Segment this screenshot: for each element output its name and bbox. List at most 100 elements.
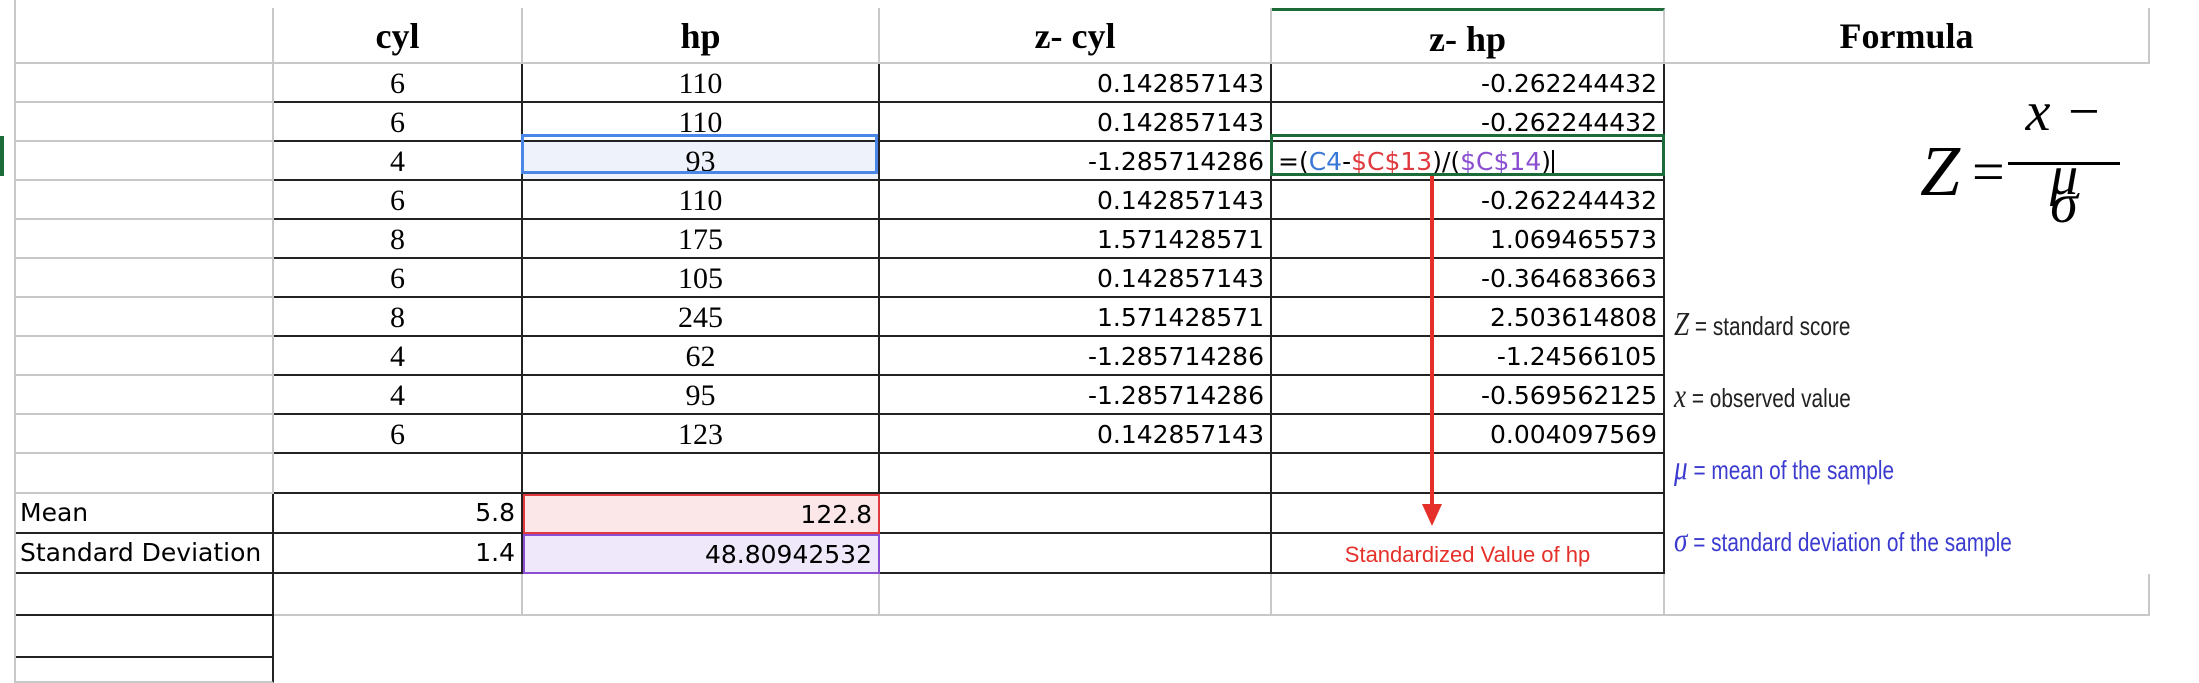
cell-hp[interactable]: 123 [523, 415, 880, 454]
legend-text: = observed value [1691, 383, 1851, 413]
cell-cyl[interactable]: 6 [274, 415, 523, 454]
header-z-cyl[interactable]: z- cyl [880, 8, 1272, 64]
formula-part-close: ) [1541, 147, 1551, 176]
blank-cell[interactable] [14, 454, 274, 494]
cell-cyl[interactable]: 6 [274, 259, 523, 298]
cell-z-cyl[interactable]: 0.142857143 [880, 259, 1272, 298]
cell-z-cyl[interactable]: 1.571428571 [880, 220, 1272, 259]
x-symbol: x [1674, 378, 1687, 415]
cell-cyl[interactable]: 6 [274, 64, 523, 103]
cell-z-hp[interactable]: -0.262244432 [1272, 103, 1665, 142]
cell-cyl[interactable]: 4 [274, 142, 523, 181]
cell-cyl[interactable]: 6 [274, 103, 523, 142]
active-cell-border [1270, 134, 1665, 176]
hp-referenced-cell-border [521, 134, 878, 174]
row-label-cell[interactable] [14, 103, 274, 142]
header-z-hp[interactable]: z- hp [1272, 8, 1665, 64]
blank-cell[interactable] [523, 574, 880, 616]
blank-cell[interactable] [880, 574, 1272, 616]
row-label-cell[interactable] [14, 64, 274, 103]
header-formula[interactable]: Formula [1665, 8, 2150, 64]
formula-equals: = [1972, 139, 2005, 204]
row-label-cell[interactable] [14, 376, 274, 415]
cell-hp[interactable]: 95 [523, 376, 880, 415]
mean-label[interactable]: Mean [14, 494, 274, 534]
row-label-cell[interactable] [14, 220, 274, 259]
cell-cyl[interactable]: 8 [274, 220, 523, 259]
cell-z-cyl[interactable]: 0.142857143 [880, 103, 1272, 142]
cell-hp[interactable]: 110 [523, 64, 880, 103]
cell-cyl[interactable]: 8 [274, 298, 523, 337]
header-hp[interactable]: hp [523, 8, 880, 64]
legend-item-z: Z = standard score [1674, 306, 1850, 344]
formula-part-eq: =( [1278, 147, 1309, 176]
z-symbol: Z [1674, 306, 1690, 343]
cell-hp[interactable]: 93 [523, 142, 880, 181]
blank-cell[interactable] [14, 616, 274, 658]
cell-z-hp[interactable]: 2.503614808 [1272, 298, 1665, 337]
annotation-text: Standardized Value of hp [1344, 542, 1591, 567]
std-cyl[interactable]: 1.4 [274, 534, 523, 574]
blank-cell[interactable] [1272, 574, 1665, 616]
formula-part-minus: - [1342, 147, 1352, 176]
cell-hp[interactable]: 110 [523, 103, 880, 142]
cell-hp[interactable]: 245 [523, 298, 880, 337]
std-hp-referenced-cell[interactable]: 48.80942532 [523, 534, 880, 574]
legend-text: = mean of the sample [1693, 455, 1895, 485]
cell-cyl[interactable]: 4 [274, 376, 523, 415]
cell-cyl[interactable]: 6 [274, 181, 523, 220]
row-label-cell[interactable] [14, 142, 274, 181]
cell-z-hp[interactable]: -1.24566105 [1272, 337, 1665, 376]
std-label[interactable]: Standard Deviation [14, 534, 274, 574]
cell-z-hp[interactable]: -0.364683663 [1272, 259, 1665, 298]
row-label-cell[interactable] [14, 181, 274, 220]
row-label-cell[interactable] [14, 259, 274, 298]
annotation-cell[interactable]: Standardized Value of hp [1272, 534, 1665, 574]
mean-cyl[interactable]: 5.8 [274, 494, 523, 534]
header-cyl[interactable]: cyl [274, 8, 523, 64]
mean-hp-referenced-cell[interactable]: 122.8 [523, 494, 880, 534]
cell-hp[interactable]: 62 [523, 337, 880, 376]
cell-z-hp[interactable]: -0.262244432 [1272, 181, 1665, 220]
cell-z-cyl[interactable]: -1.285714286 [880, 337, 1272, 376]
cell-z-cyl[interactable]: -1.285714286 [880, 142, 1272, 181]
z-score-formula-image: Z = x − μ σ [1920, 80, 2120, 240]
cell-cyl[interactable]: 4 [274, 337, 523, 376]
blank-cell[interactable] [274, 454, 523, 494]
cell-z-hp[interactable]: -0.262244432 [1272, 64, 1665, 103]
blank-cell[interactable] [523, 454, 880, 494]
header-cell-a[interactable] [14, 8, 274, 64]
fraction-bar [2008, 162, 2120, 165]
legend-item-mu: μ = mean of the sample [1674, 450, 1894, 488]
formula-part-ref3: $C$14 [1460, 147, 1542, 176]
cell-z-hp[interactable]: 0.004097569 [1272, 415, 1665, 454]
cell-z-hp[interactable]: 1.069465573 [1272, 220, 1665, 259]
blank-cell[interactable] [880, 494, 1272, 534]
cell-z-cyl[interactable]: 0.142857143 [880, 415, 1272, 454]
cell-hp[interactable]: 175 [523, 220, 880, 259]
row-label-cell[interactable] [14, 415, 274, 454]
cell-z-cyl[interactable]: -1.285714286 [880, 376, 1272, 415]
row-label-cell[interactable] [14, 337, 274, 376]
blank-cell[interactable] [1272, 494, 1665, 534]
blank-cell[interactable] [880, 534, 1272, 574]
formula-part-ref2: $C$13 [1351, 147, 1433, 176]
blank-cell[interactable] [1665, 574, 2150, 616]
blank-cell[interactable] [274, 574, 523, 616]
formula-part-mid: )/( [1432, 147, 1461, 176]
cell-z-cyl[interactable]: 1.571428571 [880, 298, 1272, 337]
blank-cell[interactable] [14, 574, 274, 616]
blank-cell[interactable] [1272, 454, 1665, 494]
row-header-strip[interactable] [0, 0, 16, 683]
row-label-cell[interactable] [14, 298, 274, 337]
blank-cell[interactable] [880, 454, 1272, 494]
cell-z-hp[interactable]: -0.569562125 [1272, 376, 1665, 415]
active-edit-cell[interactable]: =(C4-$C$13)/($C$14) [1272, 142, 1665, 181]
cell-hp[interactable]: 105 [523, 259, 880, 298]
cell-z-cyl[interactable]: 0.142857143 [880, 181, 1272, 220]
legend-item-sigma: σ = standard deviation of the sample [1674, 522, 2012, 560]
legend-text: = standard score [1694, 311, 1851, 341]
blank-cell[interactable] [14, 658, 274, 683]
cell-z-cyl[interactable]: 0.142857143 [880, 64, 1272, 103]
cell-hp[interactable]: 110 [523, 181, 880, 220]
